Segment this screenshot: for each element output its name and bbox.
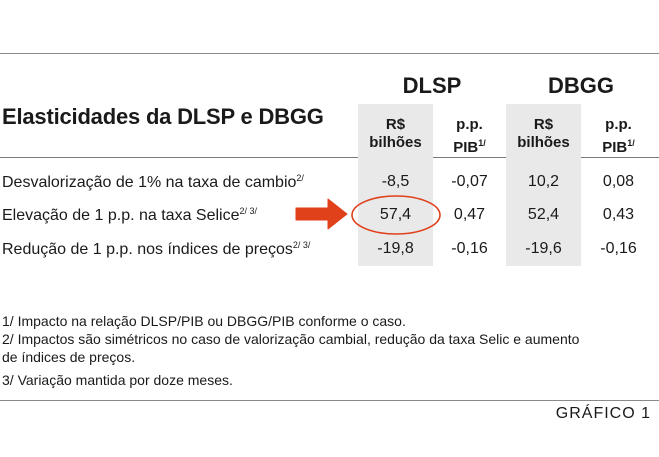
subheader-main: R$ xyxy=(385,116,406,133)
subheader-dbgg-pp: p.p. PIB1/ xyxy=(581,116,656,157)
cell-selic-dlsp-rs: 57,4 xyxy=(379,206,412,223)
note-2: 2/ Impactos são simétricos no caso de va… xyxy=(2,331,580,347)
shade-dlsp-rs xyxy=(358,104,433,266)
group-header-dlsp: DLSP xyxy=(402,73,462,98)
top-rule xyxy=(0,53,659,54)
subheader-main: R$ xyxy=(533,116,554,133)
subheader-dbgg-rs: R$ bilhões xyxy=(506,116,581,152)
subheader-line2: PIB1/ xyxy=(602,138,635,156)
cell-selic-dbgg-rs: 52,4 xyxy=(527,206,560,223)
shade-dbgg-rs xyxy=(506,104,581,266)
row-label-selic: Elevação de 1 p.p. na taxa Selice2/ 3/ xyxy=(2,206,258,224)
subheader-dlsp-pp: p.p. PIB1/ xyxy=(433,116,506,157)
table-title: Elasticidades da DLSP e DBGG xyxy=(2,104,324,129)
row-label-cambio: Desvalorização de 1% na taxa de cambio2/ xyxy=(2,173,304,191)
cell-cambio-dbgg-pp: 0,08 xyxy=(602,173,635,190)
cell-precos-dbgg-pp: -0,16 xyxy=(600,240,637,257)
cell-precos-dlsp-pp: -0,16 xyxy=(451,240,488,257)
subheader-dlsp-rs: R$ bilhões xyxy=(358,116,433,152)
subheader-main: p.p. xyxy=(456,116,483,133)
figure-label: GRÁFICO 1 xyxy=(555,405,651,422)
arrow-icon xyxy=(295,198,348,230)
subheader-line2: PIB1/ xyxy=(453,138,486,156)
cell-cambio-dlsp-rs: -8,5 xyxy=(381,173,410,190)
subheader-main: p.p. xyxy=(605,116,632,133)
note-2-continued: de índices de preços. xyxy=(2,349,136,365)
cell-cambio-dlsp-pp: -0,07 xyxy=(451,173,488,190)
cell-selic-dlsp-pp: 0,47 xyxy=(453,206,486,223)
highlight-circle xyxy=(351,195,441,235)
cell-selic-dbgg-pp: 0,43 xyxy=(602,206,635,223)
group-header-dbgg: DBGG xyxy=(548,73,614,98)
subheader-line2: bilhões xyxy=(369,134,422,151)
cell-precos-dlsp-rs: -19,8 xyxy=(377,240,414,257)
header-rule xyxy=(0,157,659,158)
cell-precos-dbgg-rs: -19,6 xyxy=(525,240,562,257)
note-3: 3/ Variação mantida por doze meses. xyxy=(2,372,233,388)
row-label-precos: Redução de 1 p.p. nos índices de preços2… xyxy=(2,240,311,258)
note-1: 1/ Impacto na relação DLSP/PIB ou DBGG/P… xyxy=(2,313,406,329)
cell-cambio-dbgg-rs: 10,2 xyxy=(527,173,560,190)
notes-rule xyxy=(0,400,659,401)
subheader-line2: bilhões xyxy=(517,134,570,151)
